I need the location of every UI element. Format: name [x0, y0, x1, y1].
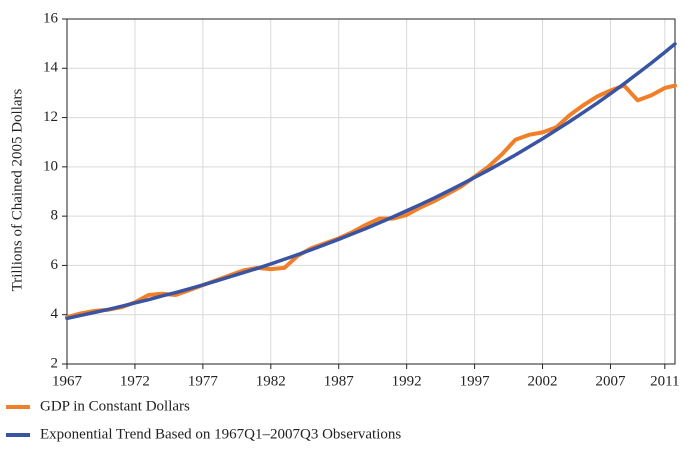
y-tick-label: 6	[51, 257, 59, 273]
series-line	[65, 42, 677, 321]
legend-label: Exponential Trend Based on 1967Q1–2007Q3…	[40, 426, 401, 442]
y-tick-label: 16	[43, 10, 59, 26]
y-tick-label: 14	[43, 60, 59, 76]
y-tick-label: 12	[43, 109, 58, 125]
legend-label: GDP in Constant Dollars	[40, 398, 190, 414]
x-tick-label: 1987	[324, 373, 355, 389]
y-axis-label: Trillions of Chained 2005 Dollars	[9, 88, 25, 291]
x-tick-label: 1972	[120, 373, 150, 389]
y-tick-label: 4	[51, 306, 59, 322]
x-tick-label: 2002	[528, 373, 558, 389]
y-tick-label: 10	[43, 158, 58, 174]
x-tick-label: 2011	[650, 373, 679, 389]
x-tick-label: 1982	[256, 373, 286, 389]
x-tick-label: 1997	[460, 373, 491, 389]
series-line	[65, 83, 677, 320]
x-tick-label: 1992	[392, 373, 422, 389]
y-tick-label: 2	[51, 355, 59, 371]
x-tick-label: 2007	[595, 373, 626, 389]
plot-frame	[66, 18, 676, 365]
y-tick-label: 8	[51, 208, 59, 224]
x-tick-label: 1967	[52, 373, 83, 389]
x-tick-label: 1977	[188, 373, 219, 389]
